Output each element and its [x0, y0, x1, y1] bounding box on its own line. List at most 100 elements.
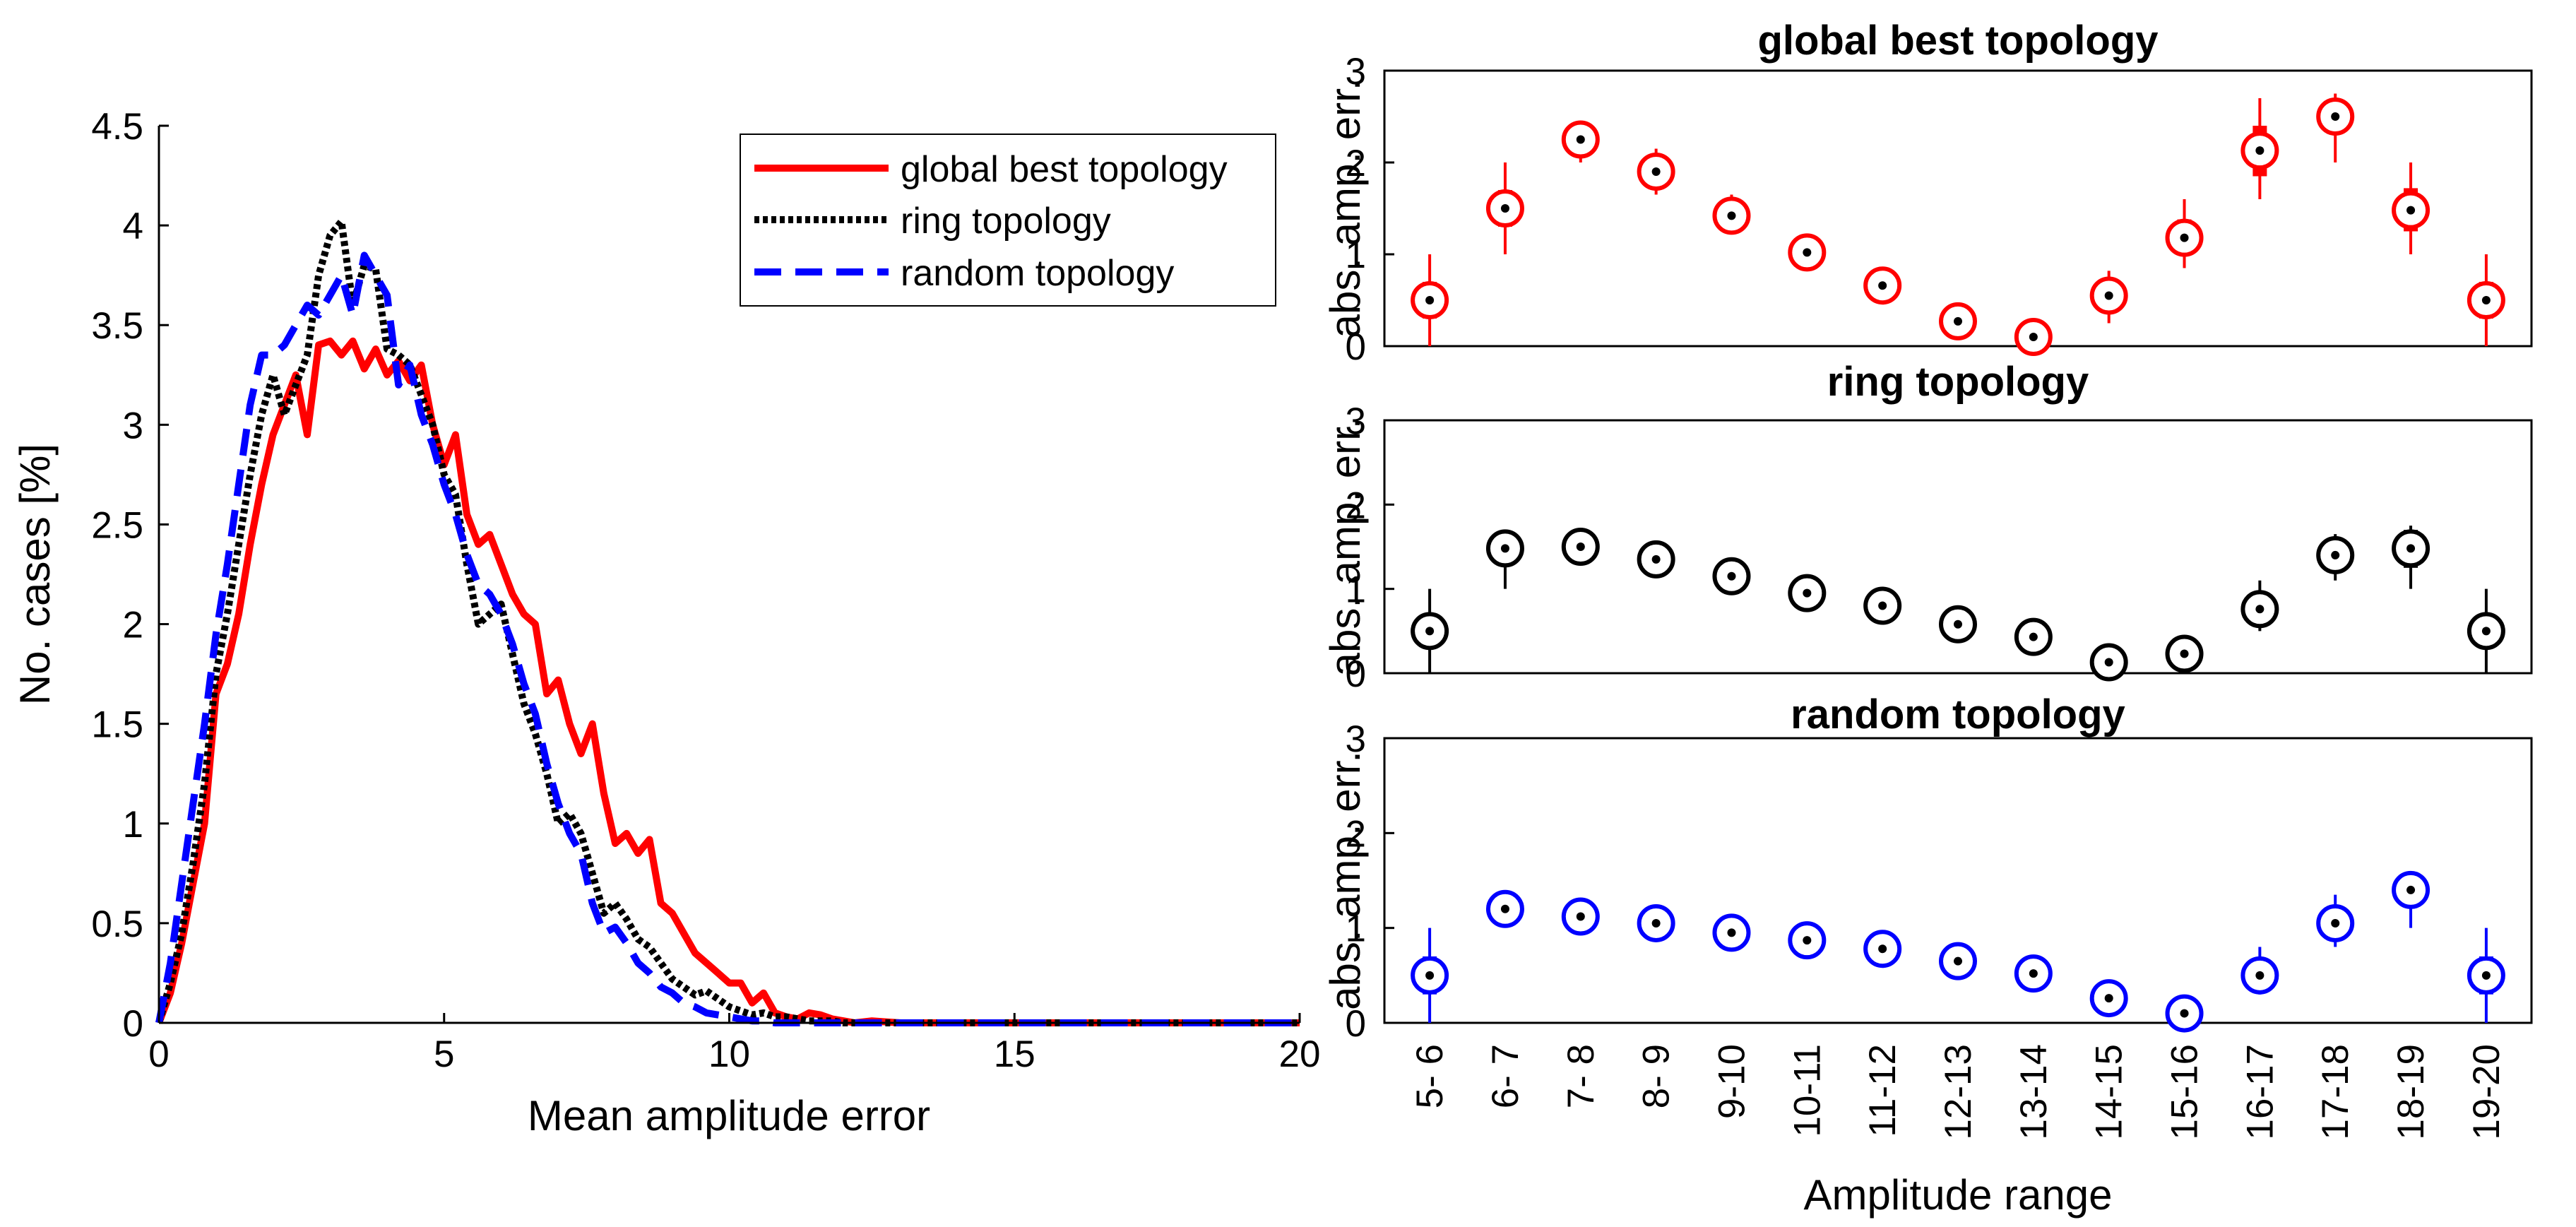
panel-y-label: abs. amp. err.	[1322, 417, 1369, 677]
panel-y-tick-label: 1	[1346, 908, 1366, 950]
panel-y-tick-label: 0	[1346, 653, 1366, 695]
panel-y-label: abs. amp. err.	[1322, 751, 1369, 1010]
box-median-dot	[2406, 206, 2416, 215]
panel-y-tick-label: 3	[1346, 401, 1366, 442]
category-tick-label: 19-20	[2466, 1044, 2507, 1140]
category-tick-label: 16-17	[2239, 1044, 2281, 1140]
box-median-dot	[1803, 588, 1812, 598]
box-median-dot	[2255, 146, 2265, 155]
panel-y-tick-label: 2	[1346, 143, 1366, 184]
box-median-dot	[1576, 912, 1585, 921]
box-median-dot	[2029, 969, 2038, 978]
box-median-dot	[1954, 620, 1962, 629]
box-median-dot	[1803, 936, 1812, 945]
box-median-dot	[2331, 918, 2340, 927]
box-median-dot	[2406, 544, 2416, 553]
panel-frame	[1383, 737, 2533, 1024]
panel-y-label: abs. amp. err.	[1322, 79, 1369, 338]
panel-y-tick-label: 0	[1346, 326, 1366, 368]
histogram-y-tick-label: 3	[123, 405, 143, 446]
histogram-x-label: Mean amplitude error	[528, 1092, 930, 1139]
category-tick-label: 18-19	[2390, 1044, 2432, 1140]
histogram-y-tick-label: 4.5	[91, 106, 143, 148]
histogram-y-tick-label: 2.5	[91, 504, 143, 546]
box-median-dot	[1651, 918, 1661, 927]
panel-title-global-best: global best topology	[1757, 18, 2158, 64]
series-line-global-best-topology	[155, 337, 1300, 1026]
box-median-dot	[2104, 291, 2113, 300]
box-median-dot	[1425, 296, 1435, 304]
box-median-dot	[1954, 956, 1962, 966]
box-median-dot	[2255, 971, 2265, 980]
box-median-dot	[1878, 601, 1887, 610]
box-median-dot	[1803, 248, 1812, 257]
box-median-dot	[1954, 316, 1962, 326]
box-median-dot	[1878, 281, 1887, 290]
category-tick-labels: 5- 6 6- 7 7- 8 8- 9 9-10 10-11 11-12 12-13 13-14…	[1409, 1044, 2507, 1140]
box-median-dot	[2481, 627, 2491, 636]
histogram-x-tick-label: 5	[434, 1033, 454, 1075]
legend-label-ring: ring topology	[901, 201, 1111, 242]
box-median-dot	[1727, 928, 1736, 937]
box-median-dot	[1500, 204, 1509, 213]
histogram-y-label: No. cases [%]	[11, 444, 59, 705]
category-tick-label: 10-11	[1786, 1044, 1828, 1137]
box-median-dot	[2029, 333, 2038, 341]
legend-box	[740, 134, 1276, 307]
category-tick-label: 8- 9	[1636, 1044, 1678, 1108]
box-median-dot	[2180, 233, 2189, 242]
series-line-ring-topology	[155, 218, 1300, 1026]
category-tick-label: 5- 6	[1409, 1044, 1451, 1108]
box-median-dot	[2180, 649, 2189, 658]
panel-y-tick-label: 0	[1346, 1003, 1366, 1045]
histogram-ticks: 0 5 10 15 20 0 0.5 1 1.5 2 2.5 3 3.5 4 4.5	[91, 106, 1320, 1075]
category-tick-label: 12-13	[1937, 1044, 1979, 1140]
box-median-dot	[1651, 555, 1661, 564]
category-tick-label: 7- 8	[1560, 1044, 1602, 1108]
box-median-dot	[2481, 296, 2491, 304]
box-median-dot	[1500, 904, 1509, 913]
panel-title-ring: ring topology	[1827, 359, 2089, 405]
box-median-dot	[2331, 550, 2340, 559]
category-tick-label: 9-10	[1711, 1044, 1752, 1119]
category-tick-label: 6- 7	[1485, 1044, 1526, 1108]
panel-frame	[1383, 419, 2533, 675]
box-median-dot	[1651, 167, 1661, 176]
box-median-dot	[2104, 994, 2113, 1003]
box-median-dot	[2255, 605, 2265, 614]
panel-y-tick-label: 1	[1346, 569, 1366, 611]
histogram-y-tick-label: 1	[123, 804, 143, 846]
box-median-dot	[1878, 944, 1887, 954]
panel-y-tick-label: 3	[1346, 718, 1366, 760]
category-tick-label: 15-16	[2164, 1044, 2206, 1140]
category-tick-label: 14-15	[2089, 1044, 2130, 1140]
box-median-dot	[2406, 885, 2416, 894]
category-tick-label: 11-12	[1862, 1044, 1904, 1137]
legend: global best topology ring topology rando…	[740, 134, 1276, 307]
box-median-dot	[2104, 658, 2113, 667]
boxplot-x-label: Amplitude range	[1804, 1171, 2113, 1219]
panel-y-tick-label: 1	[1346, 235, 1366, 276]
histogram-x-tick-label: 10	[708, 1033, 750, 1075]
box-median-dot	[2331, 112, 2340, 121]
histogram-y-tick-label: 3.5	[91, 305, 143, 347]
category-tick-label: 17-18	[2315, 1044, 2356, 1140]
histogram-chart: 0 5 10 15 20 0 0.5 1 1.5 2 2.5 3 3.5 4 4.5 Mean amplit…	[11, 106, 1320, 1139]
box-median-dot	[1727, 211, 1736, 220]
panel-y-tick-label: 2	[1346, 813, 1366, 855]
box-median-dot	[1425, 627, 1435, 636]
box-median-dot	[1576, 135, 1585, 144]
histogram-x-tick-label: 15	[994, 1033, 1035, 1075]
box-median-dot	[1425, 971, 1435, 980]
category-tick-label: 13-14	[2013, 1044, 2055, 1140]
legend-label-global-best: global best topology	[901, 149, 1228, 190]
box-median-dot	[1500, 544, 1509, 553]
box-median-dot	[2481, 971, 2491, 980]
panel-title-random: random topology	[1791, 692, 2125, 737]
histogram-y-tick-label: 2	[123, 605, 143, 646]
histogram-x-tick-label: 0	[148, 1033, 169, 1075]
